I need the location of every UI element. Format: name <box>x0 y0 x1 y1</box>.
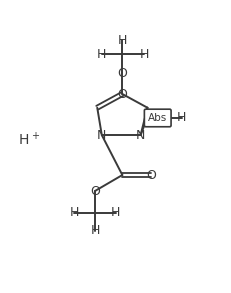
FancyBboxPatch shape <box>144 109 171 127</box>
Text: O: O <box>90 185 100 197</box>
Text: H: H <box>90 224 100 237</box>
Text: C: C <box>97 107 98 108</box>
Text: H: H <box>97 47 106 61</box>
Text: H: H <box>177 111 186 125</box>
Text: O: O <box>117 67 127 80</box>
Text: O: O <box>146 168 156 182</box>
Text: H: H <box>70 206 79 219</box>
Text: H: H <box>118 34 127 47</box>
Text: +: + <box>31 131 39 141</box>
Text: H: H <box>139 47 149 61</box>
Text: N: N <box>97 129 106 142</box>
Text: N: N <box>136 129 145 142</box>
Text: Abs: Abs <box>148 113 167 123</box>
Text: H: H <box>111 206 120 219</box>
Text: O: O <box>117 88 127 100</box>
Text: H: H <box>19 133 29 147</box>
